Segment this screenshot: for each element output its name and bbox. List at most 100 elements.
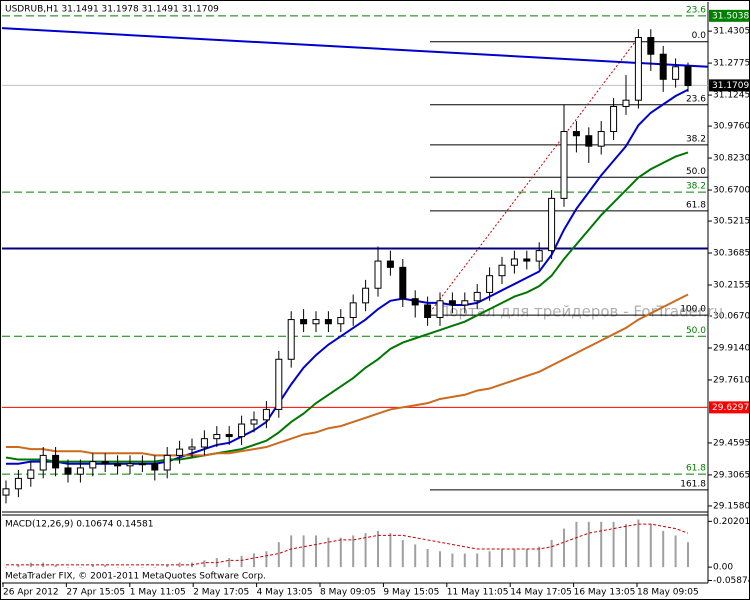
candle-body xyxy=(659,53,667,80)
candle-body xyxy=(39,454,47,471)
x-tick-label: 18 May 09:05 xyxy=(637,588,699,598)
y-tick-label: 30.2155 xyxy=(713,280,750,290)
candle-body xyxy=(126,463,134,467)
x-tick-label: 1 May 11:05 xyxy=(130,588,186,598)
fib-level-label: 23.6 xyxy=(686,94,706,104)
y-tick-label: -0.05874 xyxy=(713,576,750,586)
candle-body xyxy=(374,260,382,289)
x-tick-label: 16 May 13:05 xyxy=(574,588,636,598)
candle-body xyxy=(386,260,394,268)
y-tick-label: 30.9760 xyxy=(713,122,750,132)
y-tick-label: 30.5215 xyxy=(713,217,750,227)
candle-body xyxy=(138,463,146,466)
candle-body xyxy=(634,37,642,101)
macd-bar xyxy=(315,535,317,568)
macd-bar xyxy=(129,567,131,568)
candle-body xyxy=(324,319,332,325)
macd-bar xyxy=(600,521,603,568)
candle-body xyxy=(213,433,221,440)
macd-bar xyxy=(401,539,404,568)
macd-bar xyxy=(327,537,330,568)
x-tick-label: 11 May 11:05 xyxy=(447,588,509,598)
x-tick-label: 2 May 17:05 xyxy=(193,588,249,598)
x-tick-label: 27 Apr 15:05 xyxy=(66,588,125,598)
candle-body xyxy=(448,300,456,306)
y-tick-label: 30.0670 xyxy=(713,312,750,322)
macd-bar xyxy=(178,562,181,568)
candle-body xyxy=(312,319,320,325)
macd-bar xyxy=(54,564,57,568)
macd-bar xyxy=(439,551,441,568)
candle-body xyxy=(349,302,357,318)
macd-bar xyxy=(17,564,20,568)
x-tick-label: 14 May 17:05 xyxy=(510,588,572,598)
candle-body xyxy=(176,448,184,456)
macd-bar xyxy=(674,535,677,568)
candle-body xyxy=(684,66,692,87)
macd-bar xyxy=(141,567,144,568)
candle-body xyxy=(188,446,196,450)
macd-bar xyxy=(426,549,429,568)
macd-bar xyxy=(240,555,243,568)
price-label: 31.5038 xyxy=(712,11,749,21)
candle-body xyxy=(14,477,22,490)
macd-bar xyxy=(166,564,169,568)
macd-bar xyxy=(563,528,565,568)
macd-bar xyxy=(550,539,553,568)
y-tick-label: 0.20201 xyxy=(713,517,750,527)
candle-body xyxy=(101,461,109,465)
fib-level-label: 100.0 xyxy=(680,305,706,315)
candle-body xyxy=(89,461,97,469)
macd-bar xyxy=(352,535,355,568)
moving-average xyxy=(5,151,689,463)
macd-bar xyxy=(625,524,627,568)
candle-body xyxy=(510,258,518,266)
macd-bar xyxy=(649,524,652,568)
candle-body xyxy=(585,135,593,147)
macd-bar xyxy=(377,530,379,568)
macd-bar xyxy=(575,521,578,568)
macd-bar xyxy=(525,549,528,568)
macd-bar xyxy=(587,521,590,568)
x-tick-label: 26 Apr 2012 xyxy=(3,588,59,598)
candle-body xyxy=(225,433,233,438)
price-label-box xyxy=(709,9,749,22)
candle-body xyxy=(622,99,630,107)
macd-bar xyxy=(364,533,367,568)
candle-body xyxy=(200,438,208,448)
fib-level-label: 38.2 xyxy=(686,182,706,192)
chart-header: USDRUB,H1 31.1491 31.1978 31.1491 31.170… xyxy=(5,5,219,15)
candle-body xyxy=(275,358,283,410)
macd-bar xyxy=(253,553,255,568)
fib-level-label: 0.0 xyxy=(692,31,707,41)
candle-body xyxy=(64,467,72,475)
macd-bar xyxy=(463,553,466,568)
x-tick-label: 4 May 13:05 xyxy=(257,588,313,598)
candle-body xyxy=(362,287,370,304)
y-tick-label: 30.6700 xyxy=(713,186,750,196)
candle-body xyxy=(486,275,494,293)
macd-bar xyxy=(228,558,231,568)
price-label-box xyxy=(709,79,749,92)
fib-level-label: 23.6 xyxy=(686,5,706,15)
fib-level-label: 61.8 xyxy=(686,464,706,474)
fib-level-label: 61.8 xyxy=(686,200,706,210)
candle-body xyxy=(672,66,680,80)
macd-bar xyxy=(414,544,417,568)
candle-body xyxy=(2,488,10,496)
candle-body xyxy=(262,408,270,421)
macd-bar xyxy=(476,553,479,568)
price-label: 31.1709 xyxy=(712,81,749,91)
macd-bar xyxy=(29,562,32,568)
y-tick-label: 0.00 xyxy=(713,563,733,573)
candle-body xyxy=(250,419,258,425)
macd-bar xyxy=(153,567,156,568)
candle-body xyxy=(151,463,159,471)
candle-body xyxy=(287,319,295,360)
y-tick-label: 29.9140 xyxy=(713,343,750,353)
macd-bar xyxy=(5,567,7,568)
macd-bar xyxy=(637,519,640,568)
candle-body xyxy=(548,197,556,252)
y-tick-label: 30.3685 xyxy=(713,249,750,259)
macd-bar xyxy=(389,533,392,568)
